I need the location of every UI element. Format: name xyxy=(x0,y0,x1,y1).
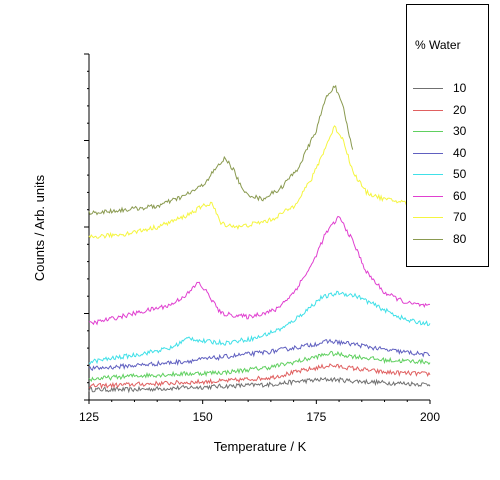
legend-swatch xyxy=(413,174,443,175)
legend-swatch xyxy=(413,217,443,218)
legend-item-10: 10 xyxy=(413,81,485,97)
x-axis-label: Temperature / K xyxy=(214,439,307,454)
y-axis-label: Counts / Arb. units xyxy=(32,174,47,281)
legend-item-30: 30 xyxy=(413,124,485,140)
series-line-40 xyxy=(88,338,431,372)
series-line-70 xyxy=(88,125,408,239)
legend-label: 10 xyxy=(453,81,467,95)
x-ticks: 125 150 175 200 xyxy=(79,400,440,424)
legend-swatch xyxy=(413,109,443,111)
x-tick-label-125: 125 xyxy=(79,410,99,424)
legend-label: 40 xyxy=(453,145,467,160)
legend-swatch xyxy=(413,152,443,154)
series-line-80 xyxy=(88,84,354,216)
legend-swatch xyxy=(413,238,443,240)
legend-item-80: 80 xyxy=(413,232,485,248)
legend-label: 80 xyxy=(453,231,467,246)
legend-item-50: 50 xyxy=(413,167,485,183)
legend-item-60: 60 xyxy=(413,189,485,205)
legend: % Water 10 20 30 40 50 60 70 80 xyxy=(406,4,489,267)
legend-label: 20 xyxy=(453,102,467,117)
legend-title: % Water xyxy=(415,38,461,52)
legend-swatch xyxy=(413,88,443,89)
y-ticks xyxy=(84,53,89,401)
x-tick-label-150: 150 xyxy=(193,410,213,424)
plot-lines xyxy=(88,84,431,394)
legend-swatch xyxy=(413,131,443,132)
legend-label: 50 xyxy=(453,167,467,181)
x-tick-label-175: 175 xyxy=(306,410,326,424)
legend-item-40: 40 xyxy=(413,146,485,162)
series-line-20 xyxy=(88,363,431,390)
legend-label: 70 xyxy=(453,210,467,224)
legend-swatch xyxy=(413,195,443,197)
legend-label: 60 xyxy=(453,188,467,203)
legend-item-20: 20 xyxy=(413,103,485,119)
legend-label: 30 xyxy=(453,124,467,138)
series-line-30 xyxy=(88,350,431,383)
x-tick-label-200: 200 xyxy=(420,410,440,424)
series-line-50 xyxy=(88,290,431,365)
series-line-60 xyxy=(88,215,431,326)
legend-item-70: 70 xyxy=(413,210,485,226)
series-line-10 xyxy=(88,376,431,394)
